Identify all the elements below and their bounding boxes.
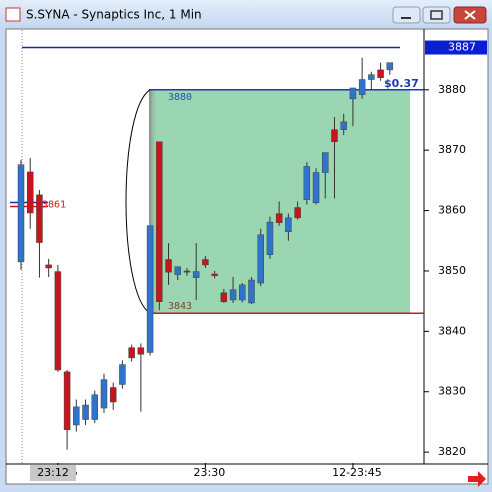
range-low-label: 3843	[168, 301, 192, 312]
candle-body	[82, 404, 89, 420]
candle-body	[349, 87, 357, 100]
candle-body	[275, 213, 283, 223]
candle-body	[377, 69, 384, 78]
price-tag-label: 3887	[448, 41, 476, 54]
candle-body	[54, 271, 62, 371]
range-bracket	[125, 89, 151, 314]
candle-body	[248, 279, 255, 304]
candle-body	[73, 406, 80, 426]
candle-body	[165, 259, 172, 273]
y-tick-label: 3830	[438, 385, 466, 398]
candle-body	[156, 141, 163, 303]
candle-body	[192, 271, 200, 278]
candle-body	[322, 152, 329, 173]
candle-body	[100, 379, 108, 409]
candle-body	[239, 284, 246, 301]
candle-body	[183, 270, 191, 273]
y-tick-label: 3880	[438, 83, 466, 96]
scroll-arrow[interactable]	[468, 471, 486, 487]
maximize-button[interactable]	[422, 6, 451, 24]
window-buttons[interactable]	[392, 6, 487, 24]
candle-body	[257, 234, 264, 284]
cursor-box	[30, 465, 76, 481]
candle-body	[368, 74, 375, 80]
candle-body	[266, 221, 274, 255]
range-edge	[149, 89, 158, 314]
y-tick-label: 3850	[438, 264, 466, 277]
candle-body	[220, 292, 228, 303]
candle-body	[312, 172, 320, 203]
level-label: 3861	[42, 200, 66, 211]
candle-body	[174, 266, 181, 275]
candle-body	[303, 166, 311, 200]
candle-body	[63, 371, 71, 431]
candle-body	[91, 394, 99, 420]
x-tick-label: 23:30	[194, 466, 226, 479]
window-title: S.SYNA - Synaptics Inc, 1 Min	[26, 8, 202, 22]
cursor-label: 23:12	[37, 466, 69, 479]
candle-body	[202, 259, 209, 266]
candle-body	[36, 194, 43, 243]
y-tick-label: 3840	[438, 324, 466, 337]
y-tick-label: 3860	[438, 204, 466, 217]
y-tick-label: 3870	[438, 143, 466, 156]
candle-body	[109, 387, 117, 403]
minimize-button[interactable]	[392, 6, 421, 24]
candle-body	[331, 129, 338, 142]
range-size-label: $0.37	[384, 77, 419, 90]
price-tag	[425, 40, 487, 55]
candle-body	[294, 207, 301, 219]
candle-body	[137, 347, 145, 355]
candle-body	[211, 273, 218, 277]
app-icon	[5, 7, 21, 22]
candle-body	[146, 225, 154, 353]
candle-body	[128, 347, 135, 359]
candle-body	[119, 364, 126, 385]
candle-body	[386, 62, 394, 71]
candle-body	[285, 217, 292, 232]
candle-body	[358, 79, 366, 95]
candle-body	[45, 264, 52, 269]
candle-body	[229, 289, 237, 301]
candle-body	[17, 164, 25, 263]
x-tick-label: 12-23:45	[332, 466, 382, 479]
y-tick-label: 3820	[438, 445, 466, 458]
candle-body	[26, 171, 34, 214]
candle-body	[340, 121, 347, 130]
range-high-label: 3880	[168, 92, 192, 103]
